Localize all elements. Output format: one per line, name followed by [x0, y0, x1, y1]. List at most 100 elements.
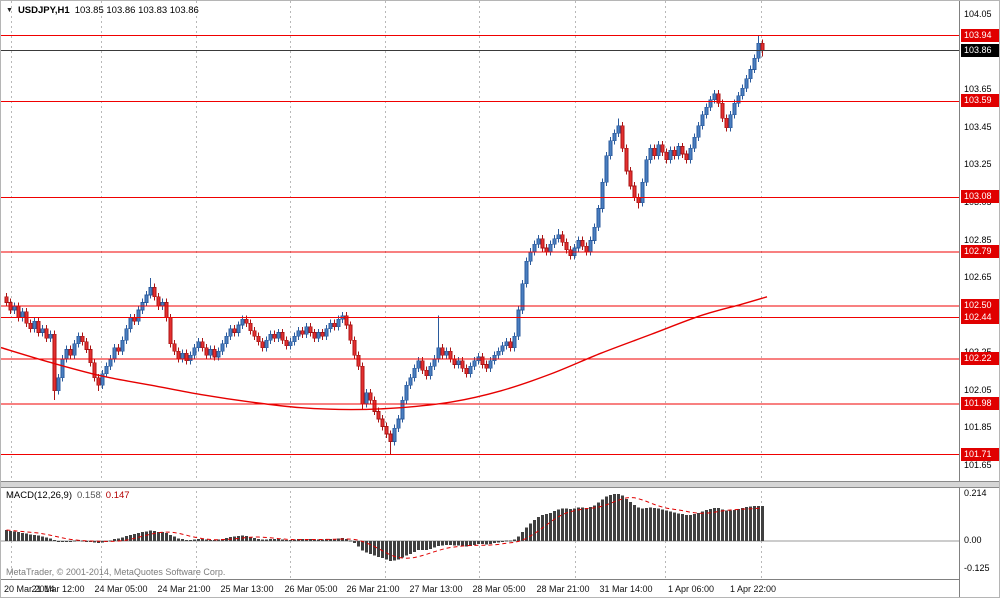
macd-bar: [633, 504, 636, 541]
macd-bar: [401, 541, 404, 558]
candle: [200, 341, 205, 348]
macd-name: MACD(12,26,9): [6, 490, 72, 501]
macd-bar: [665, 510, 668, 541]
macd-bar: [189, 540, 192, 542]
ma-line[interactable]: [1, 296, 768, 411]
macd-bar: [725, 510, 728, 541]
candle: [736, 95, 741, 104]
candle: [720, 103, 725, 119]
time-axis-label: 24 Mar 21:00: [157, 584, 211, 594]
candle: [492, 354, 497, 362]
macd-bar: [161, 532, 164, 541]
macd-bar: [349, 540, 352, 542]
time-axis[interactable]: 20 Mar 2014 21 Mar 12:00 24 Mar 05:00 24 Ma…: [1, 579, 959, 597]
candle: [80, 335, 85, 343]
time-axis-label: 28 Mar 05:00: [472, 584, 526, 594]
macd-bar: [409, 541, 412, 554]
candle: [128, 317, 133, 330]
copyright-text: MetaTrader, © 2001-2014, MetaQuotes Soft…: [6, 567, 226, 577]
macd-bar: [589, 507, 592, 541]
macd-bar: [417, 541, 420, 551]
macd-bar: [153, 530, 156, 541]
macd-bar: [353, 541, 356, 544]
price-level-tag: 102.79: [961, 244, 999, 258]
level-lines: [1, 35, 959, 456]
candle: [484, 364, 489, 369]
macd-bar: [61, 541, 64, 542]
macd-bar: [133, 534, 136, 541]
macd-bar: [757, 505, 760, 541]
macd-bar: [717, 508, 720, 541]
macd-bar: [481, 541, 484, 545]
macd-bar: [373, 541, 376, 556]
macd-bar: [49, 538, 52, 541]
candle: [708, 99, 713, 108]
macd-bar: [537, 516, 540, 541]
candle: [336, 319, 341, 328]
candle: [320, 332, 325, 337]
macd-bar: [493, 541, 496, 544]
macd-bar: [381, 541, 384, 559]
candle: [284, 339, 289, 347]
macd-bar: [405, 541, 408, 556]
candle: [672, 150, 677, 157]
candle: [520, 283, 525, 311]
candle: [204, 347, 209, 356]
candle: [48, 334, 53, 339]
candle: [576, 240, 581, 249]
price-axis-tick: 103.45: [964, 121, 992, 132]
macd-bar: [625, 498, 628, 541]
macd-bar: [273, 539, 276, 541]
macd-bar: [345, 538, 348, 541]
candle: [664, 151, 669, 160]
macd-bar: [605, 496, 608, 541]
macd-bar: [257, 538, 260, 541]
macd-bar: [609, 494, 612, 541]
macd-bar: [33, 535, 36, 541]
candle: [556, 234, 561, 239]
candle: [172, 343, 177, 352]
macd-bar: [601, 499, 604, 541]
time-axis-label: 21 Mar 12:00: [31, 584, 85, 594]
price-level-tag: 103.59: [961, 94, 999, 108]
macd-bar: [253, 537, 256, 541]
candle: [432, 358, 437, 367]
candle: [64, 349, 69, 360]
macd-bar: [333, 538, 336, 541]
candle: [504, 341, 509, 346]
candle: [272, 334, 277, 339]
candle: [424, 369, 429, 377]
candle: [692, 136, 697, 149]
candle: [620, 125, 625, 149]
candle: [264, 339, 269, 348]
time-axis-label: 24 Mar 05:00: [94, 584, 148, 594]
candle: [404, 384, 409, 401]
price-level-tag: 102.50: [961, 299, 999, 313]
macd-bar: [565, 508, 568, 541]
candle: [640, 181, 645, 204]
macd-bar: [497, 541, 500, 543]
macd-bar: [749, 506, 752, 541]
macd-bar: [713, 508, 716, 541]
chart-canvas[interactable]: [1, 1, 959, 579]
macd-bar: [293, 539, 296, 541]
macd-bar: [145, 531, 148, 541]
panel-divider[interactable]: [1, 481, 999, 488]
macd-bar: [629, 501, 632, 541]
candle: [16, 305, 21, 318]
macd-bar: [201, 539, 204, 541]
candle: [4, 296, 9, 303]
macd-bar: [217, 539, 220, 541]
candle: [308, 326, 313, 333]
candle: [196, 341, 201, 348]
price-axis[interactable]: 104.05103.85103.65103.45103.25103.05102.…: [959, 1, 999, 597]
macd-bar: [593, 505, 596, 541]
macd-bar: [513, 539, 516, 541]
macd-bar: [5, 530, 8, 541]
macd-bar: [385, 541, 388, 560]
candle: [560, 234, 565, 243]
macd-bar: [745, 507, 748, 541]
macd-bar: [261, 539, 264, 541]
macd-bar: [505, 540, 508, 542]
candle: [456, 360, 461, 365]
